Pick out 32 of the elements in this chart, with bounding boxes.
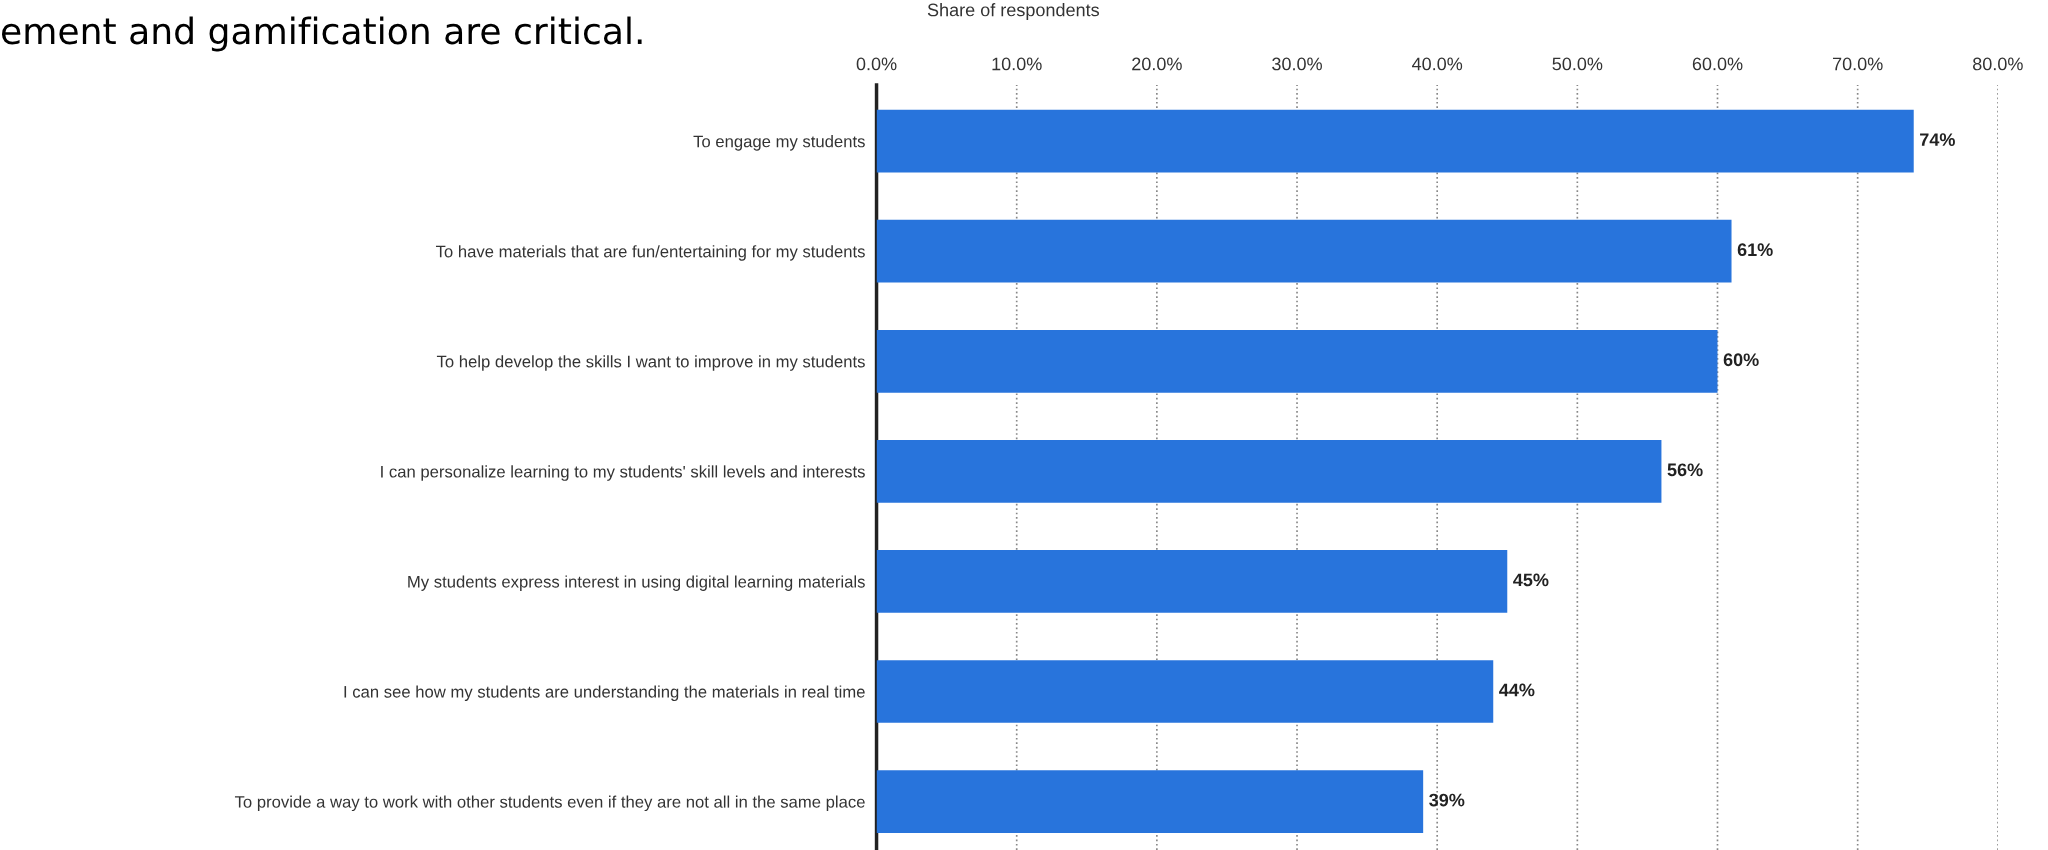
- data-label: 45%: [1513, 573, 1549, 587]
- x-tick-label: 70.0%: [1832, 57, 1883, 71]
- x-tick-label: 80.0%: [1973, 57, 2023, 71]
- data-label: 61%: [1737, 243, 1773, 257]
- bar: [876, 109, 1914, 173]
- bar: [876, 329, 1718, 393]
- x-tick-label: 0.0%: [856, 57, 897, 71]
- data-label: 39%: [1429, 793, 1465, 807]
- bar: [876, 660, 1494, 723]
- data-label: 56%: [1667, 463, 1703, 477]
- y-tick-label: To engage my students: [693, 135, 865, 151]
- data-label: 60%: [1723, 353, 1759, 367]
- y-tick-label: I can personalize learning to my students' skill levels and interests: [381, 465, 865, 481]
- x-tick-label: 60.0%: [1692, 57, 1743, 71]
- text: ement and gamification are critical.: [1, 16, 642, 52]
- bar: [876, 550, 1508, 613]
- x-tick-label: 50.0%: [1552, 57, 1603, 71]
- bar: [876, 439, 1662, 503]
- data-label: 74%: [1920, 133, 1955, 146]
- y-tick-label: To have materials that are fun/entertaining for my students: [435, 245, 865, 261]
- x-tick-label: 20.0%: [1132, 57, 1182, 71]
- y-tick-label: To help develop the skills I want to improve in my students: [436, 355, 865, 371]
- bar: [876, 770, 1424, 833]
- x-tick-label: 10.0%: [992, 57, 1042, 71]
- y-tick-label: My students express interest in using digital learning materials: [408, 575, 865, 591]
- y-tick-label: I can see how my students are understanding the materials in real time: [344, 685, 865, 701]
- x-tick-label: 40.0%: [1412, 57, 1463, 71]
- data-label: 44%: [1499, 683, 1535, 697]
- bar: [876, 219, 1732, 283]
- y-tick-label: To provide a way to work with other students even if they are not all in the same place: [234, 795, 865, 812]
- x-tick-label: 30.0%: [1272, 57, 1322, 71]
- x-axis-title: Share of respondents: [927, 3, 1099, 20]
